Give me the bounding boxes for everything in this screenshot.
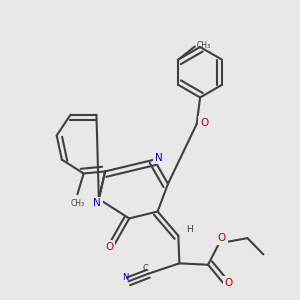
Text: O: O <box>105 242 113 252</box>
Text: O: O <box>225 278 233 288</box>
Text: N: N <box>123 273 129 282</box>
Text: CH₃: CH₃ <box>197 41 211 50</box>
Text: O: O <box>200 118 208 128</box>
Text: CH₃: CH₃ <box>70 199 85 208</box>
Text: N: N <box>155 153 163 163</box>
Text: N: N <box>93 198 101 208</box>
Text: O: O <box>218 233 226 244</box>
Text: H: H <box>186 225 193 234</box>
Text: C: C <box>142 264 148 273</box>
